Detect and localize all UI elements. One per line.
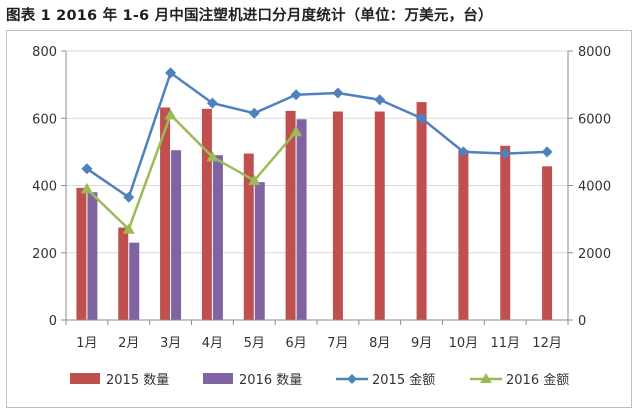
left-tick-label: 0 xyxy=(49,314,57,329)
point-marker xyxy=(81,163,93,175)
series-line xyxy=(86,113,298,231)
bar xyxy=(212,155,223,320)
x-tick-label: 3月 xyxy=(160,336,181,351)
point-marker xyxy=(290,89,302,101)
left-tick-label: 600 xyxy=(32,112,57,127)
bar-series xyxy=(76,102,553,321)
point-marker xyxy=(332,87,344,99)
right-tick-label: 4000 xyxy=(578,180,611,195)
left-tick-label: 400 xyxy=(32,180,57,195)
legend-label: 2016 数量 xyxy=(239,373,302,388)
point-marker xyxy=(541,146,553,158)
legend-marker xyxy=(480,373,492,383)
bar xyxy=(76,187,87,320)
x-tick-label: 4月 xyxy=(202,336,223,351)
legend-label: 2016 金额 xyxy=(506,372,569,388)
point-marker xyxy=(416,112,428,124)
bar xyxy=(243,153,254,320)
bar xyxy=(87,192,98,320)
bar xyxy=(542,166,553,320)
right-tick-label: 2000 xyxy=(578,247,611,262)
point-marker xyxy=(374,94,386,106)
x-tick-label: 9月 xyxy=(411,336,432,351)
bar xyxy=(374,111,385,321)
chart-title: 图表 1 2016 年 1-6 月中国注塑机进口分月度统计（单位：万美元，台） xyxy=(6,8,493,24)
x-tick-label: 5月 xyxy=(244,336,265,351)
x-tick-label: 12月 xyxy=(532,336,562,351)
legend-label: 2015 数量 xyxy=(106,373,169,388)
x-tick-label: 1月 xyxy=(76,336,97,351)
right-tick-label: 8000 xyxy=(578,45,611,60)
point-marker xyxy=(248,107,260,119)
bar xyxy=(118,227,129,320)
bar xyxy=(332,111,343,321)
x-tick-label: 8月 xyxy=(369,336,390,351)
legend-swatch xyxy=(70,373,100,384)
bar xyxy=(296,119,307,320)
x-tick-label: 6月 xyxy=(285,336,306,351)
point-marker xyxy=(248,174,261,185)
gridlines xyxy=(66,50,568,254)
bar xyxy=(285,110,296,320)
left-tick-label: 200 xyxy=(32,247,57,262)
point-marker xyxy=(499,148,511,160)
bar xyxy=(201,108,212,321)
point-marker xyxy=(457,146,469,158)
series-line xyxy=(86,71,548,199)
right-tick-label: 6000 xyxy=(578,112,611,127)
legend: 2015 数量 2016 数量 2015 金额 2016 金额 xyxy=(70,372,569,388)
point-marker xyxy=(80,182,93,194)
x-tick-label: 11月 xyxy=(490,336,520,351)
bar xyxy=(500,145,511,320)
x-tick-label: 10月 xyxy=(449,336,479,351)
legend-marker xyxy=(347,374,357,384)
bar xyxy=(171,150,182,320)
right-tick-label: 0 xyxy=(578,314,586,329)
point-marker xyxy=(123,191,135,203)
point-marker xyxy=(206,150,219,162)
legend-label: 2015 金额 xyxy=(372,372,435,388)
point-marker xyxy=(165,67,177,79)
x-tick-label: 2月 xyxy=(118,336,139,351)
line-series xyxy=(80,67,553,234)
bar xyxy=(458,150,469,320)
bar xyxy=(129,242,140,320)
bar xyxy=(416,102,427,320)
left-tick-label: 800 xyxy=(32,45,57,60)
bar xyxy=(160,107,171,321)
x-tick-label: 7月 xyxy=(327,336,348,351)
point-marker xyxy=(122,223,135,234)
point-marker xyxy=(164,108,177,120)
point-marker xyxy=(206,97,218,109)
chart-frame xyxy=(6,30,632,408)
point-marker xyxy=(290,125,303,137)
bar xyxy=(254,182,265,320)
legend-swatch xyxy=(203,373,233,384)
